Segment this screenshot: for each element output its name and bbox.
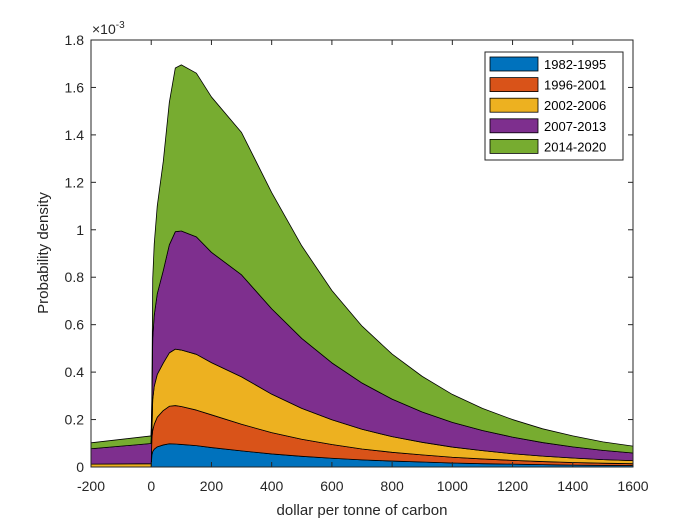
y-tick-label: 0 bbox=[76, 459, 84, 475]
y-multiplier: ×10-3 bbox=[92, 20, 125, 37]
legend: 1982-1995 1996-2001 2002-2006 2007-2013 2014… bbox=[484, 51, 624, 161]
y-tick-label: 0.4 bbox=[65, 364, 85, 380]
x-axis-label: dollar per tonne of carbon bbox=[277, 502, 448, 519]
legend-label: 1982-1995 bbox=[544, 57, 606, 72]
y-multiplier-exponent: -3 bbox=[116, 20, 125, 31]
x-tick-label: 600 bbox=[320, 478, 344, 494]
legend-swatch bbox=[489, 138, 539, 154]
legend-label: 2014-2020 bbox=[544, 139, 606, 154]
legend-swatch bbox=[489, 77, 539, 92]
x-tick-label: 400 bbox=[260, 478, 284, 494]
y-tick-label: 1.6 bbox=[65, 79, 85, 95]
x-tick-label: 200 bbox=[200, 478, 224, 494]
legend-label: 2002-2006 bbox=[544, 98, 606, 113]
y-tick-label: 0.8 bbox=[65, 269, 85, 285]
y-multiplier-base: ×10 bbox=[92, 21, 116, 37]
y-axis-label: Probability density bbox=[35, 192, 52, 314]
legend-label: 2007-2013 bbox=[544, 119, 606, 134]
legend-swatch bbox=[489, 56, 539, 72]
axes bbox=[90, 39, 634, 468]
y-tick-label: 1 bbox=[76, 222, 84, 238]
axes-box bbox=[90, 39, 634, 468]
x-tick-label: 0 bbox=[147, 478, 155, 494]
legend-swatch bbox=[489, 97, 539, 113]
y-tick-label: 0.2 bbox=[65, 412, 85, 428]
legend-label: 1996-2001 bbox=[544, 78, 606, 93]
y-tick-label: 0.6 bbox=[65, 317, 85, 333]
x-tick-label: -200 bbox=[77, 478, 105, 494]
tick-labels: -200 0 200 400 600 800 1000 1200 1400 1600 0 0.2 0.4… bbox=[65, 32, 649, 494]
y-tick-label: 1.2 bbox=[65, 174, 85, 190]
x-tick-label: 1400 bbox=[557, 478, 588, 494]
legend-swatch bbox=[489, 118, 539, 134]
x-tick-label: 800 bbox=[380, 478, 404, 494]
x-tick-label: 1200 bbox=[497, 478, 528, 494]
y-tick-label: 1.8 bbox=[65, 32, 85, 48]
x-tick-label: 1600 bbox=[617, 478, 648, 494]
y-tick-label: 1.4 bbox=[65, 127, 85, 143]
x-tick-label: 1000 bbox=[437, 478, 468, 494]
